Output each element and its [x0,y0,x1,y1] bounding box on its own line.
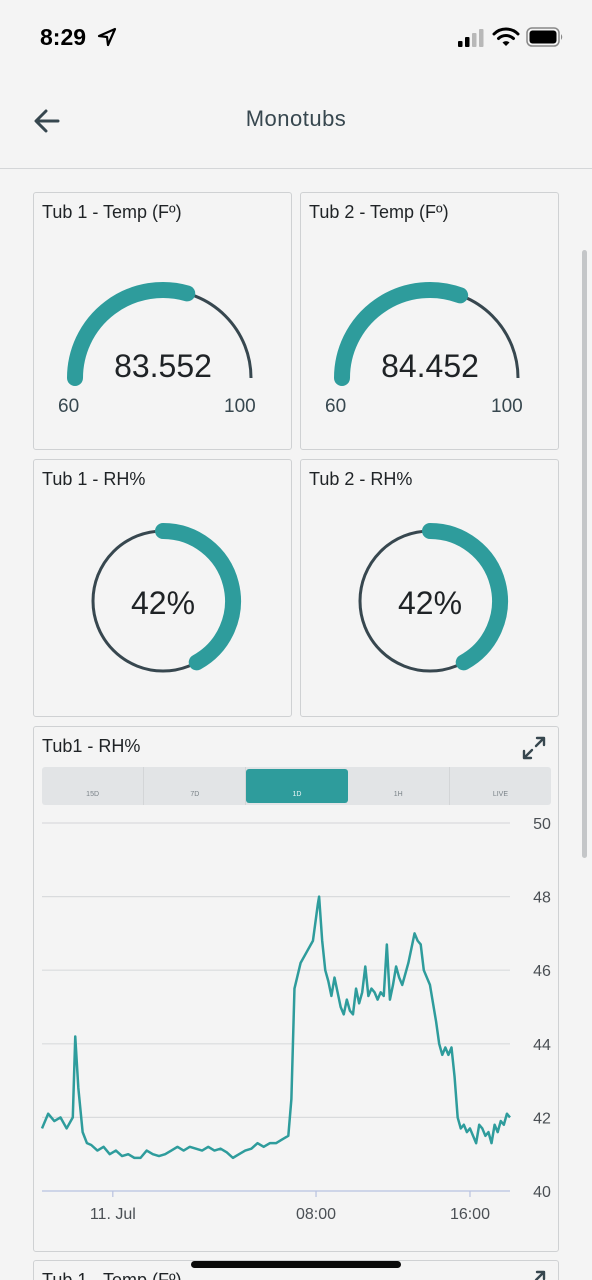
wifi-icon [492,27,520,46]
range-tab-1d[interactable]: 1D [246,769,348,803]
gauge-max-label: 100 [491,396,523,417]
percent-value: 42% [397,585,463,621]
temp-gauge-arc [334,282,520,386]
range-tab-7d[interactable]: 7D [144,767,247,805]
widget-title: Tub 2 - RH% [309,469,413,489]
series-line-rh [40,895,511,1160]
gauge-value: 83.552 [114,348,212,384]
gauge-fill [67,282,196,386]
expand-icon[interactable] [521,735,547,761]
gauge-fill [334,282,469,386]
rh-chart-card: Tub1 - RH% 15D 7D 1D 1H LIVE 40 42 44 46 48 50 11.… [33,726,559,1252]
ring-fill [422,523,508,671]
x-tick-label: 11. Jul [90,1206,136,1223]
gauge-max-label: 100 [224,396,256,417]
temp-gauge-card-tub1: Tub 1 - Temp (Fº) 83.552 60 100 [33,192,292,450]
widget-title: Tub 1 - Temp (Fº) [42,202,182,222]
time-range-tabs: 15D 7D 1D 1H LIVE [42,767,551,805]
cellular-signal-icon [458,29,484,47]
gauge-min-label: 60 [58,396,80,417]
home-indicator[interactable] [191,1261,401,1268]
scrollbar[interactable] [582,250,587,858]
range-tab-15d[interactable]: 15D [42,767,145,805]
status-bar: 8:29 [0,0,592,76]
widget-title: Tub 1 - RH% [42,469,146,489]
range-tab-1h[interactable]: 1H [348,767,450,805]
widget-title: Tub1 - RH% [42,736,141,756]
status-time: 8:29 [40,24,87,50]
expand-icon[interactable] [521,1269,547,1280]
y-tick-label: 46 [533,963,551,980]
y-tick-label: 48 [533,890,551,907]
widget-title: Tub 2 - Temp (Fº) [309,202,449,222]
percent-ring [91,523,241,673]
widget-title: Tub 1 - Temp (Fº) [42,1270,182,1280]
range-tab-live[interactable]: LIVE [492,791,508,798]
y-tick-label: 40 [533,1184,551,1201]
battery-icon [526,27,563,47]
y-tick-label: 50 [533,816,551,833]
percent-value: 42% [130,585,196,621]
temp-gauge-card-tub2: Tub 2 - Temp (Fº) 84.452 60 100 [300,192,559,450]
back-arrow-icon[interactable] [30,104,64,138]
location-arrow-icon [97,27,117,47]
x-tick-label: 16:00 [450,1206,490,1223]
line-chart: 40 42 44 46 48 50 11. Jul 08:00 16:00 [40,816,551,1223]
ring-fill [155,523,241,671]
rh-percent-card-tub2: Tub 2 - RH% 42% [300,459,559,717]
rh-percent-card-tub1: Tub 1 - RH% 42% [33,459,292,717]
gauge-value: 84.452 [381,348,479,384]
y-tick-label: 42 [533,1110,551,1127]
temp-gauge-arc [67,282,253,386]
gauge-min-label: 60 [325,396,347,417]
percent-ring [358,523,508,673]
x-tick-label: 08:00 [296,1206,336,1223]
app-header: Monotubs [0,76,592,169]
page-title: Monotubs [245,106,347,131]
y-tick-label: 44 [533,1037,551,1054]
temp-chart-card-tub1: Tub 1 - Temp (Fº) [33,1260,559,1280]
